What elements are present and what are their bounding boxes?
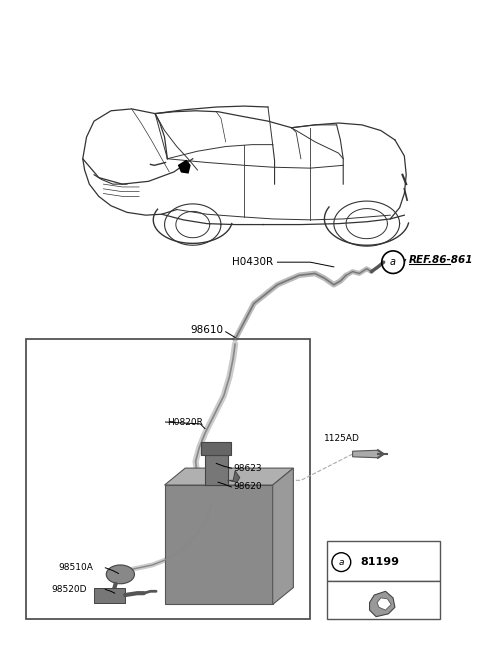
Bar (327, 581, 440, 619)
Polygon shape (165, 468, 293, 485)
Text: a: a (338, 558, 344, 567)
Text: 98520D: 98520D (52, 585, 87, 594)
Ellipse shape (106, 565, 134, 584)
Polygon shape (179, 161, 190, 173)
Bar (165, 485, 273, 604)
Bar (327, 541, 440, 581)
Polygon shape (273, 468, 293, 604)
Text: 98510A: 98510A (58, 564, 93, 572)
Text: a: a (390, 257, 396, 267)
Polygon shape (370, 591, 395, 617)
Polygon shape (228, 471, 240, 482)
Text: 81199: 81199 (360, 557, 399, 567)
Text: H0820R: H0820R (168, 417, 203, 426)
Text: 98623: 98623 (233, 464, 262, 472)
Text: H0430R: H0430R (231, 257, 273, 267)
Polygon shape (377, 598, 391, 610)
Bar (201, 441, 231, 455)
Text: 98610: 98610 (191, 325, 223, 335)
Text: REF.86-861: REF.86-861 (409, 255, 474, 264)
Bar (26, 339, 310, 619)
Text: 1125AD: 1125AD (324, 434, 360, 443)
Bar (205, 455, 228, 485)
Polygon shape (94, 588, 125, 603)
Text: 98620: 98620 (233, 482, 262, 491)
Polygon shape (353, 450, 384, 458)
